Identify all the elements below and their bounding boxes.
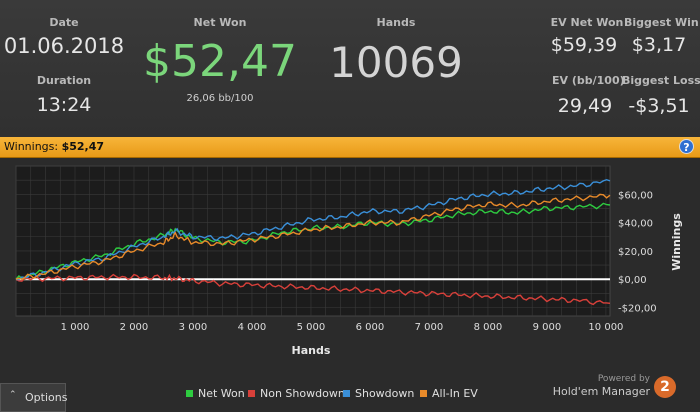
- legend-swatch: [343, 389, 350, 397]
- legend-item[interactable]: Net Won: [186, 386, 245, 400]
- winnings-banner-text: Winnings: $52,47: [4, 140, 104, 153]
- x-tick-label: 8 000: [474, 322, 503, 333]
- ev-net-won-label: EV Net Won: [550, 16, 624, 29]
- x-axis-label: Hands: [292, 344, 331, 357]
- y-tick-label: $0,00: [618, 275, 647, 286]
- brand-name: Hold'em Manager: [552, 385, 650, 398]
- y-axis-label: Winnings: [670, 213, 683, 271]
- y-tick-label: $20,00: [618, 247, 653, 258]
- stats-panel: Date 01.06.2018 Duration 13:24 Net Won $…: [0, 0, 700, 138]
- legend-item[interactable]: Non Showdown: [248, 386, 345, 400]
- powered-by-text: Powered by: [597, 374, 650, 384]
- x-tick-label: 2 000: [120, 322, 149, 333]
- legend-label: Net Won: [198, 386, 245, 400]
- legend-label: Showdown: [355, 386, 415, 400]
- duration-value: 13:24: [36, 94, 92, 116]
- x-tick-label: 9 000: [533, 322, 562, 333]
- legend-swatch: [420, 389, 427, 397]
- y-tick-label: $60,00: [618, 190, 653, 201]
- duration-label: Duration: [36, 74, 92, 87]
- ev-bb-label: EV (bb/100): [552, 74, 625, 87]
- legend-label: All-In EV: [432, 386, 478, 400]
- net-won-label: Net Won: [193, 16, 247, 29]
- question-icon[interactable]: ?: [679, 139, 694, 154]
- series-line-net-won: [15, 202, 611, 281]
- winnings-banner: Winnings: $52,47 ?: [0, 137, 700, 158]
- net-won-bb: 26,06 bb/100: [186, 93, 254, 104]
- y-tick-label: $40,00: [618, 219, 653, 230]
- biggest-win-value: $3,17: [631, 34, 687, 56]
- x-tick-label: 5 000: [297, 322, 326, 333]
- x-tick-label: 6 000: [356, 322, 385, 333]
- biggest-loss-value: -$3,51: [628, 95, 690, 117]
- x-tick-label: 7 000: [415, 322, 444, 333]
- net-won-value: $52,47: [143, 36, 297, 87]
- x-tick-label: 10 000: [588, 322, 623, 333]
- biggest-win-label: Biggest Win: [624, 16, 699, 29]
- ev-bb-value: 29,49: [557, 95, 613, 117]
- date-value: 01.06.2018: [3, 34, 125, 58]
- legend-item[interactable]: Showdown: [343, 386, 414, 400]
- legend-swatch: [248, 389, 255, 397]
- plot-area: [15, 165, 611, 317]
- date-label: Date: [49, 16, 79, 29]
- options-button[interactable]: ⌃ Options: [0, 383, 68, 412]
- winnings-chart: 1 000 2 000 3 000 4 000 5 000 6 000 7 000 8 000…: [15, 165, 683, 357]
- winnings-banner-value: $52,47: [61, 140, 105, 153]
- series-line-all-in-ev: [15, 193, 611, 281]
- winnings-banner-label: Winnings:: [4, 140, 59, 153]
- hands-value: 10069: [329, 38, 463, 87]
- x-tick-label: 1 000: [61, 322, 90, 333]
- options-label: Options: [25, 391, 68, 404]
- x-tick-label: 4 000: [238, 322, 267, 333]
- biggest-loss-label: Biggest Loss: [622, 74, 700, 87]
- ev-net-won-value: $59,39: [550, 34, 618, 56]
- chevron-up-icon: ⌃: [9, 390, 17, 400]
- y-tick-label: -$20,00: [618, 304, 657, 315]
- x-tick-label: 3 000: [179, 322, 208, 333]
- legend-label: Non Showdown: [260, 386, 345, 400]
- series-line-showdown: [15, 178, 611, 281]
- legend-swatch: [186, 389, 193, 397]
- legend-item[interactable]: All-In EV: [420, 386, 478, 400]
- hm-logo: 2: [654, 376, 676, 398]
- series-line-non-showdown: [15, 273, 611, 306]
- hands-label: Hands: [376, 16, 416, 29]
